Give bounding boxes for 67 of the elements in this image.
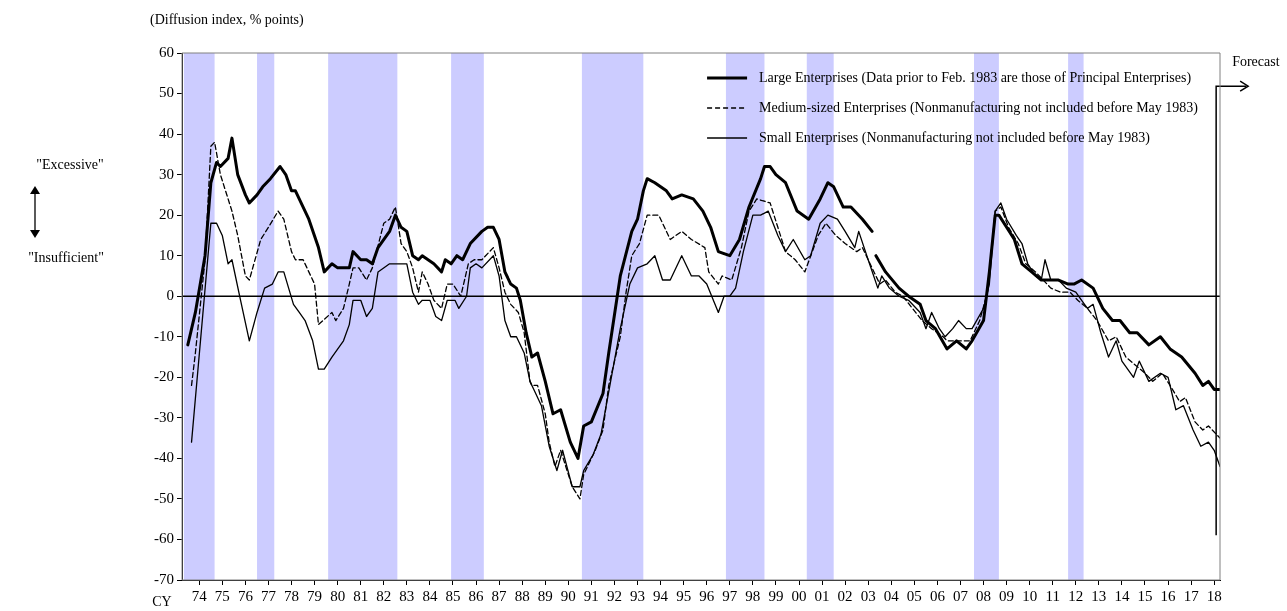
x-tick-label: 97 bbox=[722, 587, 738, 604]
legend-label: Large Enterprises (Data prior to Feb. 1983 are those of Principal Enterprises) bbox=[759, 69, 1192, 86]
x-tick-label: 96 bbox=[699, 587, 715, 604]
x-tick-label: 75 bbox=[214, 587, 230, 604]
legend-label: Medium-sized Enterprises (Nonmanufacturing not included before May 1983) bbox=[759, 99, 1199, 116]
x-tick-label: 91 bbox=[583, 587, 599, 604]
x-tick-label: 13 bbox=[1091, 587, 1107, 604]
x-tick-label: 83 bbox=[399, 587, 415, 604]
y-tick-label: -20 bbox=[154, 368, 174, 385]
x-tick-label: 14 bbox=[1114, 587, 1130, 604]
x-tick-label: 12 bbox=[1068, 587, 1084, 604]
y-tick-label: 50 bbox=[159, 84, 174, 101]
x-tick-label: 17 bbox=[1183, 587, 1200, 604]
x-tick-label: 87 bbox=[491, 587, 508, 604]
x-tick-label: 98 bbox=[745, 587, 761, 604]
y-tick-label: 20 bbox=[159, 206, 174, 223]
y-tick-label: -50 bbox=[154, 489, 174, 506]
x-tick-label: 77 bbox=[260, 587, 277, 604]
y-tick-label: -60 bbox=[154, 530, 174, 547]
y-tick-label: 10 bbox=[159, 246, 174, 263]
x-axis-title: CY bbox=[152, 593, 172, 609]
x-tick-label: 99 bbox=[768, 587, 784, 604]
x-tick-label: 89 bbox=[537, 587, 553, 604]
x-tick-label: 82 bbox=[376, 587, 392, 604]
x-tick-label: 88 bbox=[514, 587, 530, 604]
x-tick-label: 84 bbox=[422, 587, 438, 604]
x-tick-label: 16 bbox=[1160, 587, 1177, 604]
x-tick-label: 02 bbox=[837, 587, 853, 604]
x-tick-label: 07 bbox=[952, 587, 969, 604]
y-tick-label: -40 bbox=[154, 449, 174, 466]
legend-label: Small Enterprises (Nonmanufacturing not included before May 1983) bbox=[759, 129, 1151, 146]
x-tick-label: 11 bbox=[1045, 587, 1060, 604]
x-tick-label: 08 bbox=[976, 587, 992, 604]
x-tick-label: 05 bbox=[906, 587, 922, 604]
x-tick-label: 92 bbox=[606, 587, 622, 604]
y-tick-label: -30 bbox=[154, 408, 174, 425]
y-tick-label: -70 bbox=[154, 570, 174, 587]
x-tick-label: 15 bbox=[1137, 587, 1153, 604]
x-tick-label: 80 bbox=[330, 587, 346, 604]
x-tick-label: 10 bbox=[1022, 587, 1038, 604]
x-tick-label: 93 bbox=[630, 587, 646, 604]
y-tick-label: 40 bbox=[159, 125, 174, 142]
x-tick-label: 18 bbox=[1206, 587, 1222, 604]
x-tick-label: 94 bbox=[653, 587, 669, 604]
x-tick-label: 76 bbox=[237, 587, 254, 604]
x-tick-label: 90 bbox=[560, 587, 576, 604]
x-tick-label: 85 bbox=[445, 587, 461, 604]
x-tick-label: 00 bbox=[791, 587, 807, 604]
y-tick-label: 30 bbox=[159, 165, 174, 182]
text: "Excessive" bbox=[36, 156, 104, 172]
x-tick-label: 03 bbox=[860, 587, 876, 604]
ref-line-label: Forecast bbox=[1232, 54, 1280, 70]
x-tick-label: 86 bbox=[468, 587, 485, 604]
x-tick-label: 01 bbox=[814, 587, 830, 604]
x-tick-label: 78 bbox=[284, 587, 300, 604]
x-tick-label: 79 bbox=[307, 587, 323, 604]
y-tick-label: -10 bbox=[154, 327, 174, 344]
y-tick-label: 0 bbox=[166, 287, 174, 304]
x-tick-label: 09 bbox=[999, 587, 1015, 604]
y-tick-label: 60 bbox=[159, 43, 174, 60]
x-tick-label: 95 bbox=[676, 587, 692, 604]
text: "Insufficient" bbox=[28, 249, 104, 265]
x-tick-label: 81 bbox=[353, 587, 369, 604]
x-tick-label: 04 bbox=[883, 587, 900, 604]
x-tick-label: 06 bbox=[929, 587, 946, 604]
x-tick-label: 74 bbox=[191, 587, 208, 604]
y-axis-title: (Diffusion index, % points) bbox=[150, 11, 305, 28]
